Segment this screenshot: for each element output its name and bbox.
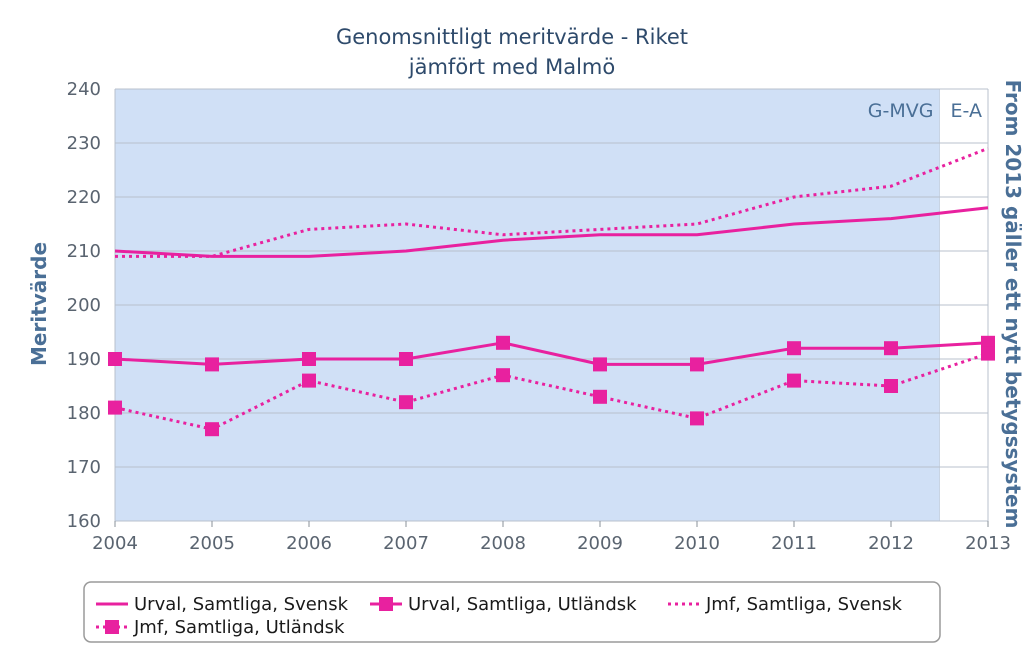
y-tick-label: 230 [67,133,101,154]
y-tick-label: 180 [67,403,101,424]
legend-label: Jmf, Samtliga, Utländsk [133,617,345,638]
y-tick-label: 170 [67,457,101,478]
series-2 [115,147,989,258]
data-point [108,400,122,415]
y-tick-label: 160 [67,511,101,532]
y-axis-title: Meritvärde [27,242,51,366]
data-point [205,422,219,437]
x-tick-label: 2009 [577,533,623,554]
legend-item: Jmf, Samtliga, Utländsk [96,617,345,638]
x-tick-label: 2013 [965,533,1011,554]
legend-label: Jmf, Samtliga, Svensk [705,594,903,615]
data-point [787,373,801,388]
data-point [981,335,995,350]
x-tick-label: 2011 [771,533,817,554]
chart-title: Genomsnittligt meritvärde - Riket [336,25,688,49]
data-point [884,341,898,356]
y-tick-label: 240 [67,79,101,100]
data-point [496,335,510,350]
legend-swatch-marker [105,620,119,634]
data-point [496,368,510,383]
data-point [593,357,607,372]
series-0 [114,206,989,258]
data-point [205,357,219,372]
legend-item: Urval, Samtliga, Utländsk [370,594,637,615]
series-3 [108,346,995,437]
x-tick-label: 2005 [189,533,235,554]
legend-item: Urval, Samtliga, Svensk [96,594,349,615]
x-tick-label: 2007 [383,533,429,554]
x-tick-label: 2004 [92,533,138,554]
legend-item: Jmf, Samtliga, Svensk [668,594,903,615]
x-tick-label: 2012 [868,533,914,554]
x-tick-label: 2006 [286,533,332,554]
data-point [690,411,704,426]
legend: Urval, Samtliga, Svensk Urval, Samtliga, … [83,581,941,643]
y-tick-label: 210 [67,241,101,262]
data-point [399,395,413,410]
series-line [114,206,989,258]
x-tick-label: 2008 [480,533,526,554]
y-tick-label: 200 [67,295,101,316]
legend-swatch-marker [379,597,393,611]
series-line [115,147,989,258]
data-point [108,352,122,366]
series-1 [108,335,995,372]
series-line [114,341,989,366]
data-point [302,352,316,366]
legend-box [83,581,941,643]
data-point [302,373,316,388]
band-label: E-A [951,100,982,122]
data-point [787,341,801,356]
data-point [399,352,413,366]
y-tick-label: 190 [67,349,101,370]
series-line [114,352,989,431]
legend-label: Urval, Samtliga, Utländsk [408,594,637,615]
band-label: G-MVG [868,100,934,122]
y-tick-label: 220 [67,187,101,208]
data-point [884,379,898,393]
data-point [981,346,995,361]
chart-subtitle: jämfört med Malmö [408,55,615,79]
data-point [593,389,607,404]
legend-label: Urval, Samtliga, Svensk [134,594,349,615]
data-point [690,357,704,372]
x-tick-label: 2010 [674,533,720,554]
right-axis-note: From 2013 gäller ett nytt betygssystem [1001,80,1024,529]
